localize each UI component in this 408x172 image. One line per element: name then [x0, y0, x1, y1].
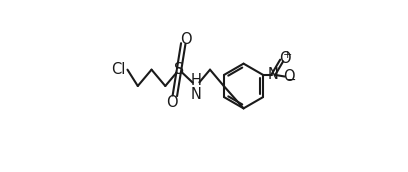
- Text: O: O: [166, 95, 177, 110]
- Text: H
N: H N: [191, 73, 202, 102]
- Text: S: S: [174, 62, 184, 77]
- Text: −: −: [286, 74, 297, 87]
- Text: O: O: [180, 32, 191, 47]
- Text: +: +: [283, 50, 292, 60]
- Text: Cl: Cl: [111, 62, 125, 77]
- Text: O: O: [279, 51, 291, 66]
- Text: N: N: [268, 67, 279, 82]
- Text: O: O: [284, 69, 295, 84]
